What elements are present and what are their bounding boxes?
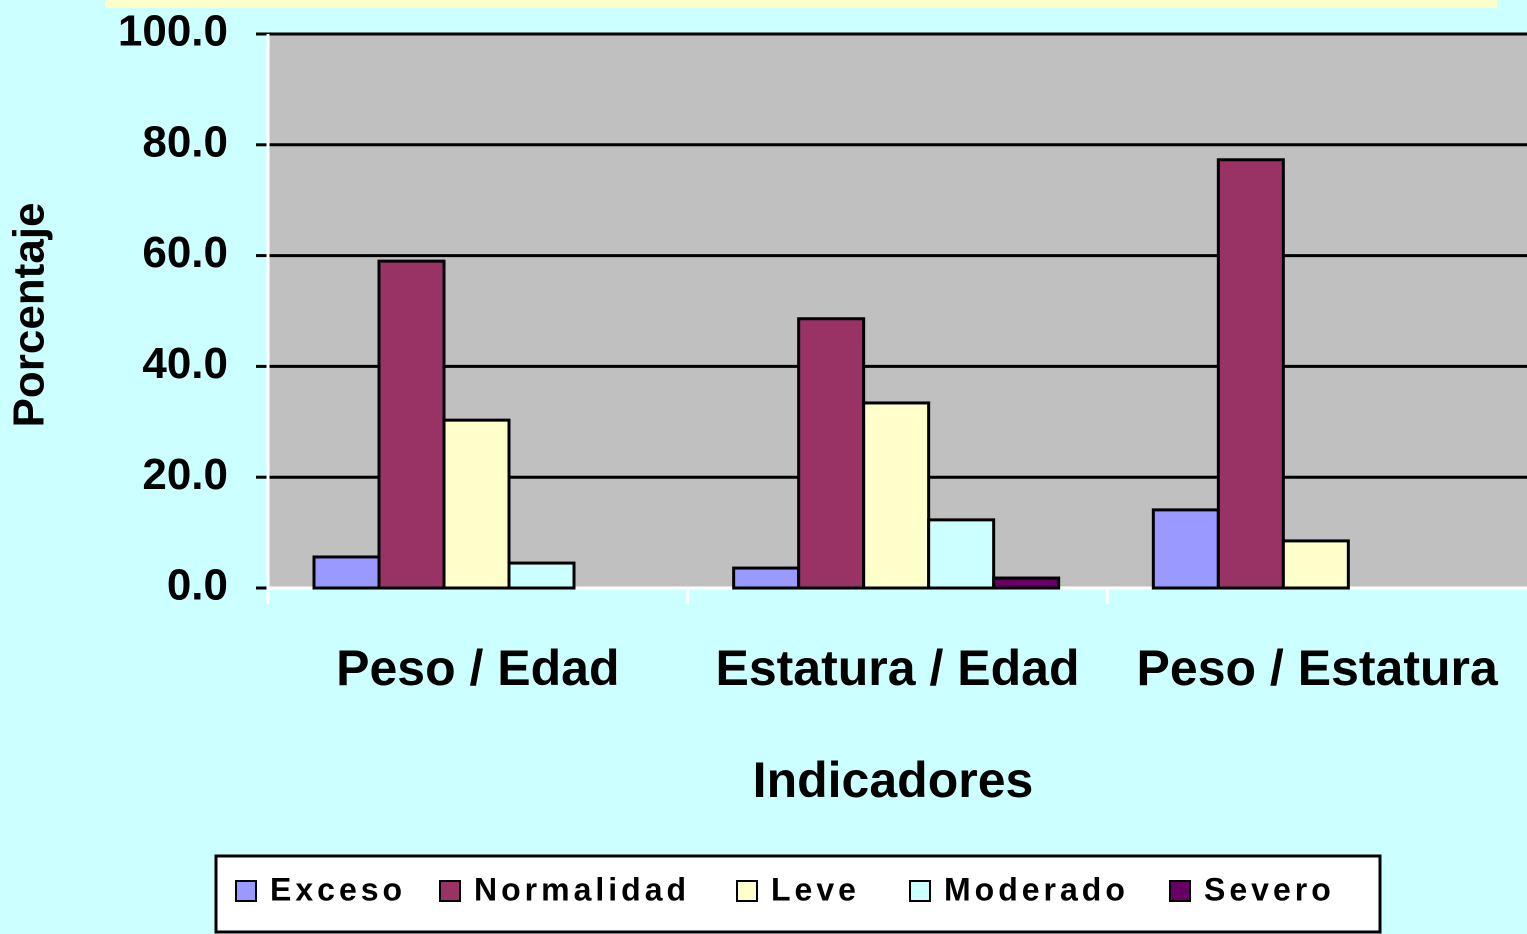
- bar: [312, 555, 381, 590]
- bar: [507, 561, 576, 590]
- legend-label: Leve: [771, 871, 860, 907]
- top-strip: [105, 0, 1497, 8]
- x-tick-label: Peso / Estatura: [1137, 640, 1499, 696]
- bar: [1216, 158, 1285, 590]
- bar: [1151, 508, 1220, 590]
- legend-label: Normalidad: [474, 871, 690, 907]
- legend-label: Exceso: [270, 871, 406, 907]
- y-tick-label: 60.0: [142, 228, 228, 277]
- x-tick-label: Peso / Edad: [336, 640, 619, 696]
- y-tick-label: 0.0: [167, 561, 228, 610]
- legend-swatch: [736, 880, 758, 902]
- x-axis-label: Indicadores: [753, 752, 1034, 808]
- bar: [797, 317, 866, 590]
- y-tick-label: 80.0: [142, 117, 228, 166]
- legend-swatch: [1169, 880, 1191, 902]
- y-tick-label: 20.0: [142, 450, 228, 499]
- bar: [1281, 539, 1350, 590]
- bar: [732, 566, 801, 590]
- bar: [927, 518, 996, 590]
- x-tick-label: Estatura / Edad: [716, 640, 1080, 696]
- legend-swatch: [439, 880, 461, 902]
- legend-swatch: [235, 880, 257, 902]
- legend-label: Moderado: [944, 871, 1129, 907]
- legend-label: Severo: [1204, 871, 1335, 907]
- bar: [442, 418, 511, 590]
- legend-swatch: [909, 880, 931, 902]
- y-axis-label: Porcentaje: [5, 203, 54, 428]
- bar: [992, 576, 1061, 590]
- bar: [377, 259, 446, 590]
- y-tick-label: 40.0: [142, 339, 228, 388]
- bar: [862, 401, 931, 590]
- y-tick-label: 100.0: [118, 7, 228, 56]
